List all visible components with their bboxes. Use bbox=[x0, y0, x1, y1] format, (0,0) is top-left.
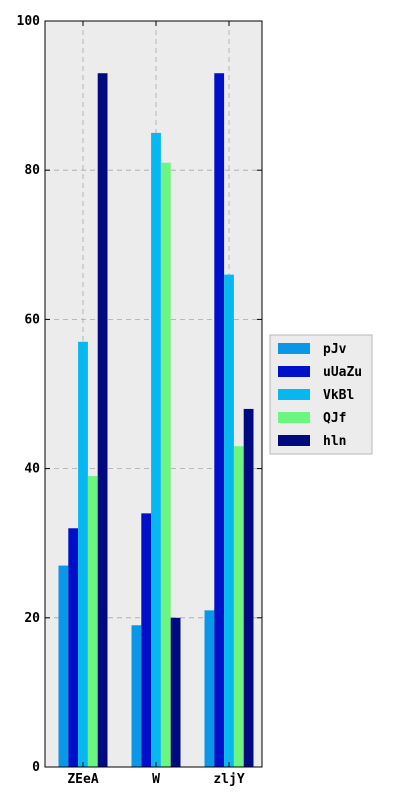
y-tick-label: 0 bbox=[32, 760, 40, 775]
bar-pJv-zljY bbox=[204, 610, 215, 767]
bar-pJv-W bbox=[131, 625, 142, 767]
bar-uUaZu-ZEeA bbox=[68, 528, 79, 767]
bar-pJv-ZEeA bbox=[58, 565, 69, 767]
x-tick-label: zljY bbox=[213, 772, 244, 787]
bar-VkBl-ZEeA bbox=[78, 341, 88, 767]
bar-QJf-W bbox=[160, 162, 171, 768]
bar-uUaZu-W bbox=[141, 513, 152, 767]
y-tick-label: 20 bbox=[24, 611, 40, 626]
legend-label-pJv: pJv bbox=[323, 342, 347, 357]
y-tick-label: 40 bbox=[24, 462, 40, 477]
legend-swatch-VkBl bbox=[278, 389, 310, 400]
bar-hln-W bbox=[170, 617, 181, 767]
legend-swatch-pJv bbox=[278, 343, 310, 354]
legend-swatch-uUaZu bbox=[278, 366, 310, 377]
bar-uUaZu-zljY bbox=[214, 73, 225, 768]
y-tick-label: 80 bbox=[24, 163, 40, 178]
x-tick-label: W bbox=[152, 772, 160, 787]
plot-frame bbox=[44, 20, 263, 768]
legend-swatch-QJf bbox=[278, 412, 310, 423]
bar-VkBl-zljY bbox=[224, 274, 234, 767]
y-tick-label: 60 bbox=[24, 312, 40, 327]
legend-label-hln: hln bbox=[323, 434, 346, 449]
bar-hln-zljY bbox=[243, 408, 254, 767]
legend-label-VkBl: VkBl bbox=[323, 388, 354, 403]
legend-swatch-hln bbox=[278, 435, 310, 446]
bar-VkBl-W bbox=[151, 132, 161, 767]
bar-hln-ZEeA bbox=[97, 73, 108, 768]
legend-label-QJf: QJf bbox=[323, 411, 346, 426]
y-tick-label: 100 bbox=[17, 14, 41, 29]
bar-QJf-zljY bbox=[233, 446, 244, 767]
x-tick-label: ZEeA bbox=[67, 772, 98, 787]
bar-QJf-ZEeA bbox=[87, 476, 98, 767]
legend-label-uUaZu: uUaZu bbox=[323, 365, 362, 380]
